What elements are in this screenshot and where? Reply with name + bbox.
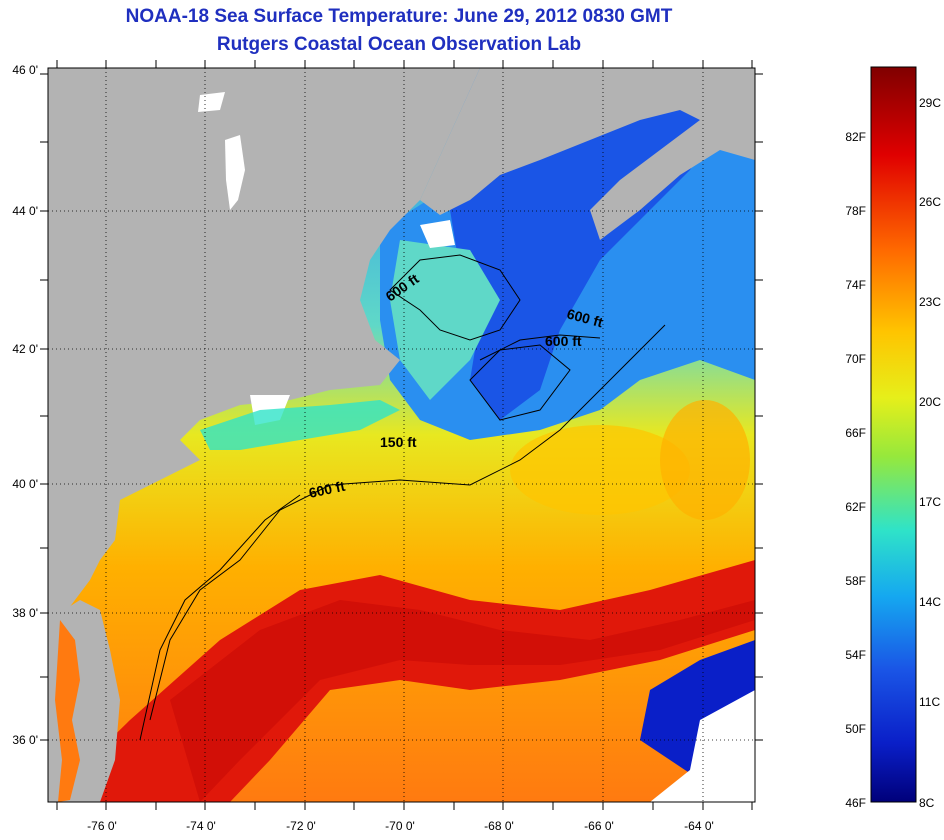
- colorbar-f-label: 58F: [845, 574, 866, 588]
- nova-scotia-land: [420, 68, 755, 240]
- contour-label: 600 ft: [307, 478, 346, 501]
- colorbar-c-label: 23C: [919, 295, 941, 309]
- lon-tick-label: -72 0': [286, 819, 316, 833]
- colorbar-f-label: 70F: [845, 352, 866, 366]
- lat-tick-label: 44 0': [12, 204, 38, 218]
- gulf-stream-core: [170, 600, 755, 802]
- map-area: 600 ft 600 ft 600 ft 150 ft 600 ft: [48, 68, 755, 802]
- colorbar-f-label: 54F: [845, 648, 866, 662]
- contour-label: 150 ft: [380, 434, 417, 450]
- colorbar-f-label: 74F: [845, 278, 866, 292]
- lat-tick-label: 36 0': [12, 733, 38, 747]
- colorbar-c-label: 14C: [919, 595, 941, 609]
- chesapeake-bay: [55, 620, 80, 802]
- temperature-colorbar: [870, 66, 917, 803]
- lon-tick-label: -68 0': [484, 819, 514, 833]
- colorbar-f-label: 62F: [845, 500, 866, 514]
- cloud-over-land: [225, 135, 245, 210]
- map-title: NOAA-18 Sea Surface Temperature: June 29…: [125, 6, 673, 27]
- colorbar-c-label: 29C: [919, 96, 941, 110]
- colorbar-f-label: 82F: [845, 130, 866, 144]
- cloud-patch-se: [650, 690, 755, 802]
- lon-tick-label: -64 0': [684, 819, 714, 833]
- colorbar-f-label: 46F: [845, 796, 866, 810]
- colorbar-c-label: 26C: [919, 195, 941, 209]
- lat-tick-label: 46 0': [12, 63, 38, 77]
- bathymetry-contours: [139, 254, 666, 741]
- lon-tick-label: -74 0': [186, 819, 216, 833]
- colorbar-f-label: 78F: [845, 204, 866, 218]
- map-subtitle: Rutgers Coastal Ocean Observation Lab: [216, 34, 582, 55]
- cyan-water: [390, 240, 500, 400]
- fahrenheit-scale: 82F 78F 74F 70F 66F 62F 58F 54F 50F 46F: [845, 130, 866, 810]
- lat-tick-label: 38 0': [12, 606, 38, 620]
- lat-tick-label: 40 0': [12, 477, 38, 491]
- lon-tick-label: -66 0': [584, 819, 614, 833]
- axis-ticks: [40, 60, 763, 810]
- lon-tick-label: -76 0': [87, 819, 117, 833]
- map-frame: [47, 67, 756, 803]
- colorbar-c-label: 8C: [919, 796, 935, 810]
- colorbar-c-label: 20C: [919, 395, 941, 409]
- long-island-shelf: [200, 400, 400, 450]
- lon-tick-label: -70 0': [385, 819, 415, 833]
- latitude-labels: 46 0' 44 0' 42 0' 40 0' 38 0' 36 0': [12, 63, 38, 747]
- colorbar-c-label: 17C: [919, 495, 941, 509]
- warm-eddy: [510, 425, 690, 515]
- cloud-over-land: [420, 220, 455, 248]
- longitude-labels: -76 0' -74 0' -72 0' -70 0' -68 0' -66 0…: [87, 819, 714, 833]
- warm-eddy: [660, 400, 750, 520]
- colorbar-f-label: 66F: [845, 426, 866, 440]
- lat-tick-label: 42 0': [12, 342, 38, 356]
- colorbar-f-label: 50F: [845, 722, 866, 736]
- contour-label: 600 ft: [545, 333, 582, 349]
- colorbar-c-label: 11C: [919, 695, 940, 709]
- celsius-scale: 29C 26C 23C 20C 17C 14C 11C 8C: [919, 96, 941, 810]
